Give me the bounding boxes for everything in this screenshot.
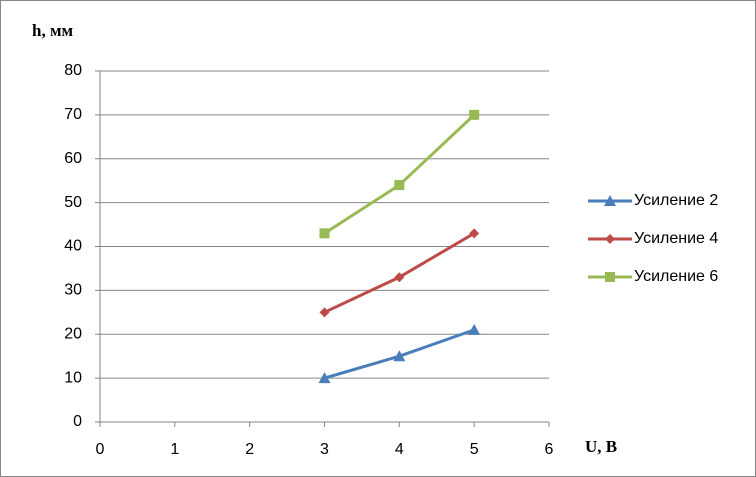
marker bbox=[469, 109, 480, 120]
x-tick-label: 1 bbox=[170, 441, 179, 458]
y-tick-label: 30 bbox=[64, 282, 82, 299]
marker bbox=[469, 228, 480, 239]
y-tick-label: 10 bbox=[64, 369, 82, 386]
marker bbox=[604, 195, 616, 206]
x-tick-label: 6 bbox=[545, 441, 554, 458]
x-axis-title: U, В bbox=[585, 437, 617, 456]
marker bbox=[468, 323, 481, 335]
y-axis-title: h, мм bbox=[32, 21, 74, 40]
y-tick-label: 0 bbox=[73, 413, 82, 430]
y-tick-label: 40 bbox=[64, 238, 82, 255]
marker bbox=[393, 350, 406, 362]
legend-label: Усиление 4 bbox=[634, 230, 718, 247]
marker bbox=[394, 180, 405, 191]
marker bbox=[394, 272, 405, 283]
marker bbox=[319, 307, 330, 318]
y-tick-label: 50 bbox=[64, 194, 82, 211]
y-tick-label: 20 bbox=[64, 325, 82, 342]
y-tick-label: 80 bbox=[64, 62, 82, 79]
x-tick-label: 3 bbox=[320, 441, 329, 458]
x-tick-label: 0 bbox=[96, 441, 105, 458]
x-tick-label: 5 bbox=[470, 441, 479, 458]
legend-label: Усиление 2 bbox=[634, 192, 718, 209]
legend-label: Усиление 6 bbox=[634, 268, 718, 285]
marker bbox=[605, 272, 615, 282]
marker bbox=[605, 234, 615, 244]
marker bbox=[318, 372, 331, 384]
x-tick-label: 2 bbox=[245, 441, 254, 458]
y-tick-label: 60 bbox=[64, 150, 82, 167]
marker bbox=[319, 228, 330, 239]
x-tick-label: 4 bbox=[395, 441, 404, 458]
y-tick-label: 70 bbox=[64, 106, 82, 123]
